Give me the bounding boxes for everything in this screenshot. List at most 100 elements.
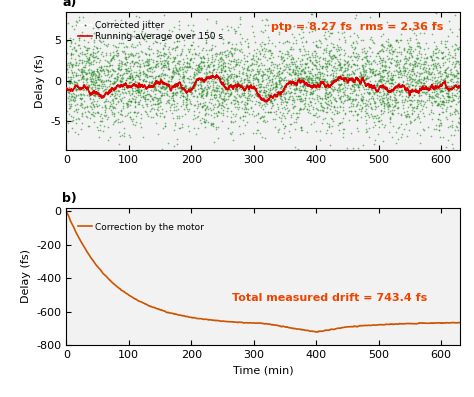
Point (118, 36, 126, 42)
Point (396, 91, 404, 97)
Point (191, 81, 199, 88)
Point (296, 58, 304, 64)
Point (439, 77, 447, 83)
Point (277, 56, 284, 62)
Point (312, 105, 320, 111)
Point (224, 23, 231, 29)
Point (441, 85, 448, 91)
Point (302, 24, 310, 30)
Point (97, 65, 104, 71)
Point (91, 75, 99, 82)
Point (264, 91, 272, 98)
Point (357, 71, 365, 77)
Point (162, 57, 169, 64)
Point (145, 56, 152, 62)
Point (141, 98, 149, 104)
Point (109, 81, 117, 88)
Point (453, 33, 461, 39)
Point (416, 44, 424, 50)
Point (257, 81, 264, 87)
Point (383, 102, 391, 109)
Point (287, 46, 295, 52)
Point (431, 74, 439, 80)
Point (441, 69, 448, 75)
Point (428, 52, 435, 59)
Point (143, 85, 151, 92)
Point (140, 77, 147, 83)
Point (312, 54, 319, 60)
Point (440, 99, 448, 106)
Point (385, 101, 393, 108)
Point (124, 82, 132, 88)
Point (149, 95, 156, 102)
Point (126, 97, 133, 104)
Point (349, 79, 357, 85)
Point (447, 26, 454, 33)
Point (137, 87, 145, 93)
Point (190, 80, 198, 87)
Point (442, 82, 449, 89)
Point (182, 83, 189, 89)
Point (379, 41, 386, 48)
Point (406, 102, 414, 108)
Point (199, 59, 207, 65)
Point (134, 87, 142, 93)
Point (300, 87, 308, 93)
Point (344, 75, 351, 81)
Point (85, 123, 92, 129)
Point (374, 131, 382, 137)
Point (278, 95, 285, 102)
Point (258, 114, 265, 121)
Point (404, 57, 412, 64)
Point (422, 67, 429, 74)
Point (109, 100, 117, 106)
Point (191, 32, 198, 39)
Point (259, 114, 267, 120)
Point (429, 60, 437, 67)
Point (185, 96, 192, 102)
Point (359, 64, 366, 70)
Point (371, 112, 378, 119)
Point (319, 107, 327, 113)
Point (116, 96, 124, 102)
Point (415, 115, 422, 121)
Point (85, 60, 92, 66)
Point (182, 96, 190, 102)
Point (352, 74, 359, 80)
Point (283, 61, 290, 67)
Point (191, 66, 199, 72)
Point (213, 84, 220, 91)
Point (450, 132, 457, 138)
Point (130, 28, 138, 34)
Point (325, 121, 333, 127)
Point (200, 59, 208, 65)
Point (86, 60, 94, 66)
Point (327, 130, 335, 136)
Point (407, 71, 414, 77)
Point (197, 59, 204, 66)
Point (128, 91, 136, 97)
Point (367, 104, 374, 110)
Point (211, 43, 219, 49)
Point (228, 49, 235, 56)
Point (246, 84, 253, 90)
Point (66, 35, 73, 41)
Point (90, 42, 97, 49)
Point (311, 48, 319, 55)
Point (249, 52, 256, 59)
Point (64, 79, 72, 85)
Point (358, 93, 365, 99)
Point (255, 81, 263, 87)
Point (118, 86, 126, 93)
Point (255, 82, 262, 88)
Point (287, 63, 294, 69)
Point (261, 48, 269, 54)
Point (227, 24, 235, 31)
Point (355, 81, 363, 87)
Point (447, 77, 454, 83)
Point (451, 12, 459, 19)
Point (65, 93, 73, 99)
Point (158, 58, 165, 64)
Point (82, 109, 89, 115)
Point (323, 64, 330, 70)
